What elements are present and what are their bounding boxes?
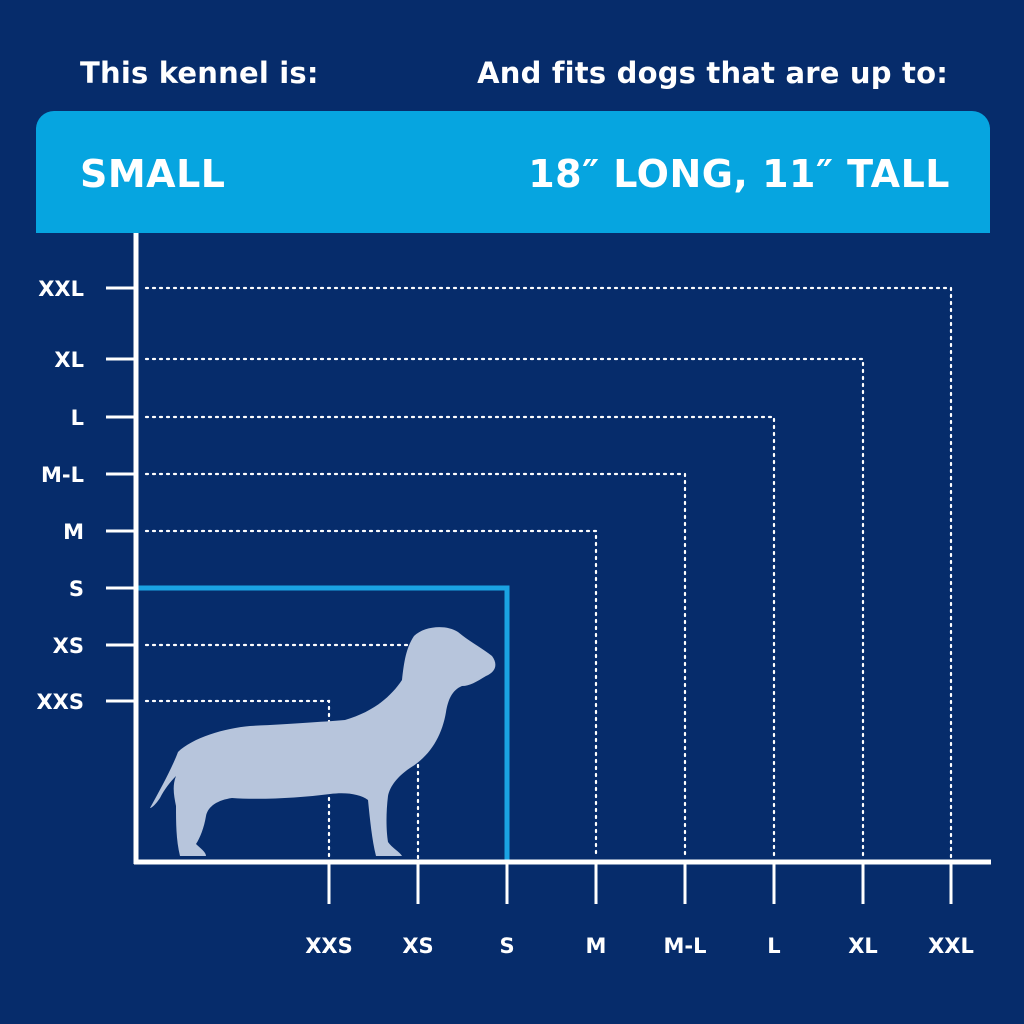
- x-tick-label-xs: XS: [402, 934, 433, 958]
- x-tick-label-m-l: M-L: [664, 934, 707, 958]
- height-size-ticks: XXS XS S M M-L L XL XXL: [36, 277, 136, 714]
- guide-line-xl: [144, 357, 865, 860]
- selected-size-outline-s: [136, 585, 510, 862]
- kennel-label: This kennel is:: [80, 56, 319, 90]
- guide-line-xxs: [144, 699, 331, 860]
- y-tick-label-m: M: [63, 520, 84, 544]
- x-tick-label-l: L: [767, 934, 780, 958]
- y-tick-label-xs: XS: [53, 634, 84, 658]
- kennel-size-value: SMALL: [80, 152, 226, 196]
- guide-line-m-l: [144, 472, 687, 860]
- x-tick-label-s: S: [499, 934, 514, 958]
- y-tick-label-xxs: XXS: [36, 690, 84, 714]
- guide-line-m: [144, 529, 598, 860]
- x-tick-label-xl: XL: [848, 934, 878, 958]
- y-tick-label-s: S: [69, 577, 84, 601]
- x-tick-label-xxl: XXL: [928, 934, 974, 958]
- y-tick-label-m-l: M-L: [41, 463, 84, 487]
- fit-label: And fits dogs that are up to:: [477, 56, 948, 90]
- y-tick-label-l: L: [71, 406, 84, 430]
- x-tick-label-xxs: XXS: [305, 934, 353, 958]
- size-banner: [36, 111, 990, 233]
- y-tick-label-xxl: XXL: [38, 277, 84, 301]
- length-size-ticks: XXS XS S M M-L L XL XXL: [305, 862, 974, 958]
- y-tick-label-xl: XL: [54, 348, 84, 372]
- selected-size-outline: [136, 585, 510, 862]
- guide-line-l: [144, 415, 776, 860]
- dog-fit-value: 18″ LONG, 11″ TALL: [528, 152, 950, 196]
- dachshund-silhouette-icon: [150, 627, 496, 856]
- chart-axes: [133, 233, 991, 865]
- x-tick-label-m: M: [586, 934, 607, 958]
- guide-line-xxl: [144, 286, 953, 860]
